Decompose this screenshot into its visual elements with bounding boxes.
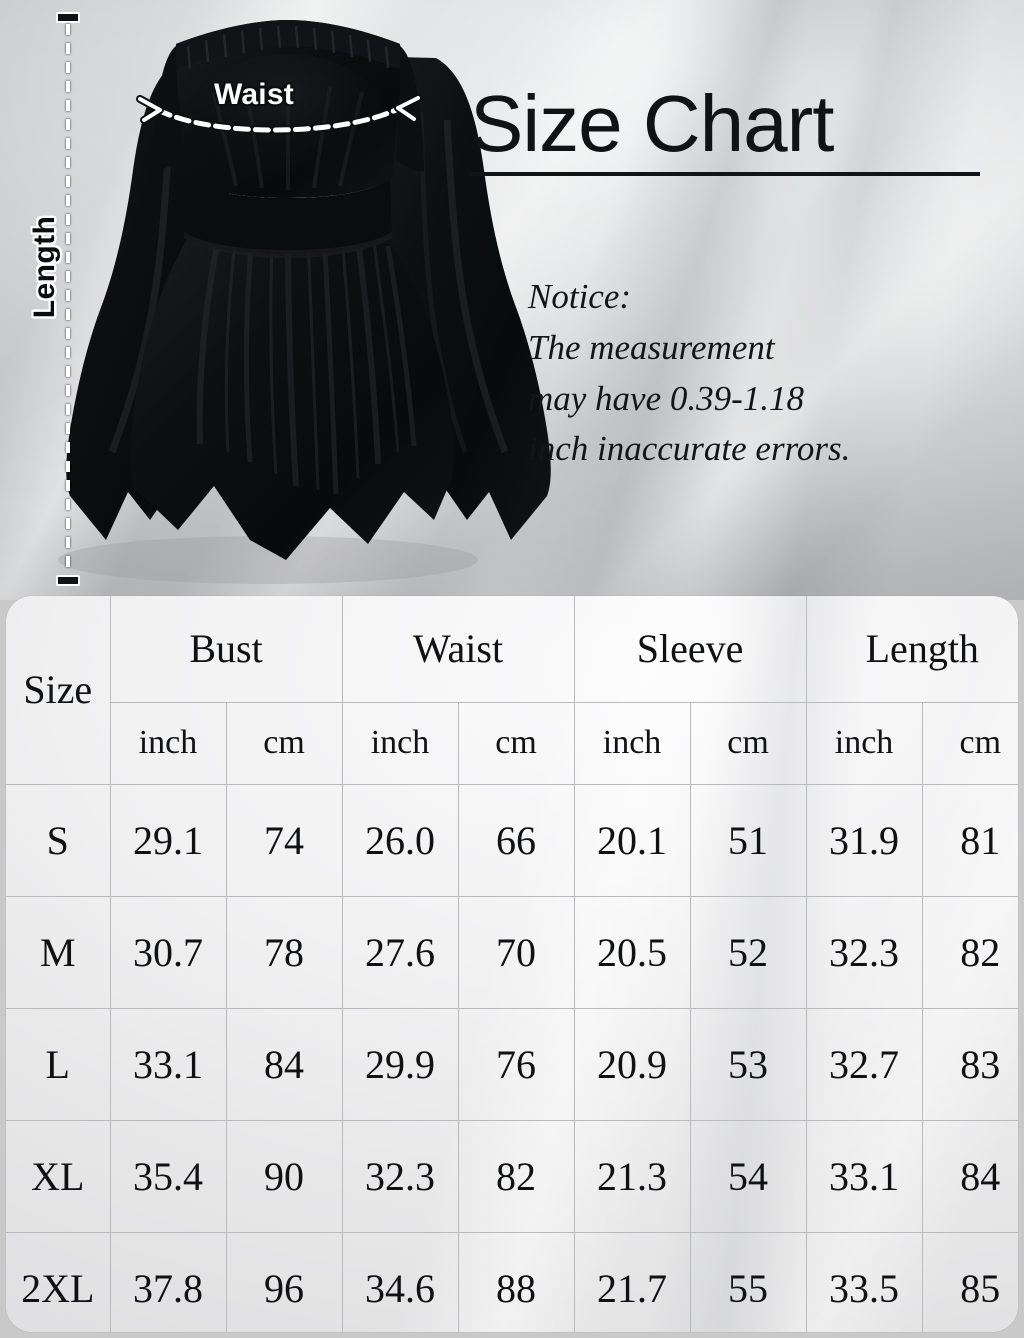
table-cell: 52 (689, 895, 807, 1009)
table-cell: 32.7 (805, 1007, 923, 1121)
table-cell: 30.7 (109, 895, 227, 1009)
table-cell: 66 (457, 783, 575, 897)
row-size-label: S (6, 783, 111, 897)
title-underline (470, 172, 980, 176)
length-dimension-line (56, 8, 80, 586)
length-dashed-line (66, 24, 70, 570)
table-cell: 37.8 (109, 1231, 227, 1332)
waist-tape-svg (136, 94, 422, 135)
header-group-length: Length (805, 596, 1018, 703)
row-size-label: L (6, 1007, 111, 1121)
table-row: 2XL 37.8 96 34.6 88 21.7 55 33.5 85 (6, 1231, 1018, 1332)
header-unit: inch (805, 701, 923, 785)
size-chart-table: Size Bust Waist Sleeve Length inch cm in… (6, 596, 1018, 1332)
table-cell: 54 (689, 1119, 807, 1233)
table-cell: 78 (225, 895, 343, 1009)
table-row: M 30.7 78 27.6 70 20.5 52 32.3 82 (6, 895, 1018, 1009)
table-cell: 82 (921, 895, 1018, 1009)
table-row: XL 35.4 90 32.3 82 21.3 54 33.1 84 (6, 1119, 1018, 1233)
table-cell: 76 (457, 1007, 575, 1121)
header-unit: cm (225, 701, 343, 785)
notice-line: Notice: (528, 277, 632, 316)
title-block: Size Chart (470, 79, 1010, 176)
table-cell: 21.3 (573, 1119, 691, 1233)
table-cell: 85 (921, 1231, 1018, 1332)
page-title: Size Chart (470, 79, 834, 168)
waist-dimension-line: Waist (118, 74, 438, 146)
table-cell: 33.5 (805, 1231, 923, 1332)
waist-annotation-label: Waist (214, 78, 294, 111)
table-cell: 33.1 (109, 1007, 227, 1121)
header-group-bust: Bust (109, 596, 343, 703)
table-cell: 32.3 (341, 1119, 459, 1233)
size-table-panel: Size Bust Waist Sleeve Length inch cm in… (6, 596, 1018, 1332)
table-cell: 96 (225, 1231, 343, 1332)
row-size-label: 2XL (6, 1231, 111, 1332)
header-unit: inch (110, 701, 227, 785)
row-size-label: M (6, 895, 111, 1009)
length-cap-bottom (56, 575, 80, 586)
table-cell: 21.7 (573, 1231, 691, 1332)
length-annotation-label: Length (28, 215, 62, 319)
table-header-group-row: Size Bust Waist Sleeve Length (6, 596, 1018, 785)
table-row: L 33.1 84 29.9 76 20.9 53 32.7 83 (6, 1007, 1018, 1121)
row-size-label: XL (6, 1119, 111, 1233)
table-cell: 84 (921, 1119, 1018, 1233)
dress-illustration (58, 20, 551, 584)
header-unit: inch (573, 701, 691, 785)
table-cell: 27.6 (341, 895, 459, 1009)
table-cell: 34.6 (341, 1231, 459, 1332)
table-cell: 32.3 (805, 895, 923, 1009)
table-cell: 51 (689, 783, 807, 897)
table-cell: 70 (457, 895, 575, 1009)
table-cell: 29.1 (109, 783, 227, 897)
table-cell: 33.1 (805, 1119, 923, 1233)
table-cell: 20.9 (573, 1007, 691, 1121)
header-unit: cm (689, 701, 807, 785)
table-row: S 29.1 74 26.0 66 20.1 51 31.9 81 (6, 783, 1018, 897)
table-cell: 20.1 (573, 783, 691, 897)
table-cell: 31.9 (805, 783, 923, 897)
table-cell: 83 (921, 1007, 1018, 1121)
table-cell: 29.9 (341, 1007, 459, 1121)
notice-line: The measurement (528, 327, 775, 367)
header-size: Size (6, 596, 111, 785)
table-cell: 90 (225, 1119, 343, 1233)
table-cell: 88 (457, 1231, 575, 1332)
header-unit: inch (341, 701, 459, 785)
notice-block: Notice: The measurement may have 0.39-1.… (528, 272, 1018, 475)
length-cap-top (56, 12, 80, 23)
table-cell: 81 (921, 783, 1018, 897)
table-cell: 20.5 (573, 895, 691, 1009)
product-image-area: Length Waist Size Chart Notice: The meas… (0, 0, 1024, 600)
table-cell: 53 (689, 1007, 807, 1121)
table-header-unit-row: inch cm inch cm inch cm inch cm (6, 701, 1018, 785)
header-group-sleeve: Sleeve (573, 596, 807, 703)
header-group-waist: Waist (341, 596, 575, 703)
notice-line: inch inaccurate errors. (528, 429, 851, 469)
table-cell: 35.4 (109, 1119, 227, 1233)
header-unit: cm (457, 701, 575, 785)
table-cell: 74 (225, 783, 343, 897)
table-cell: 26.0 (341, 783, 459, 897)
notice-line: may have 0.39-1.18 (528, 378, 805, 418)
table-cell: 84 (225, 1007, 343, 1121)
header-unit: cm (921, 701, 1018, 785)
table-cell: 55 (689, 1231, 807, 1332)
table-cell: 82 (457, 1119, 575, 1233)
